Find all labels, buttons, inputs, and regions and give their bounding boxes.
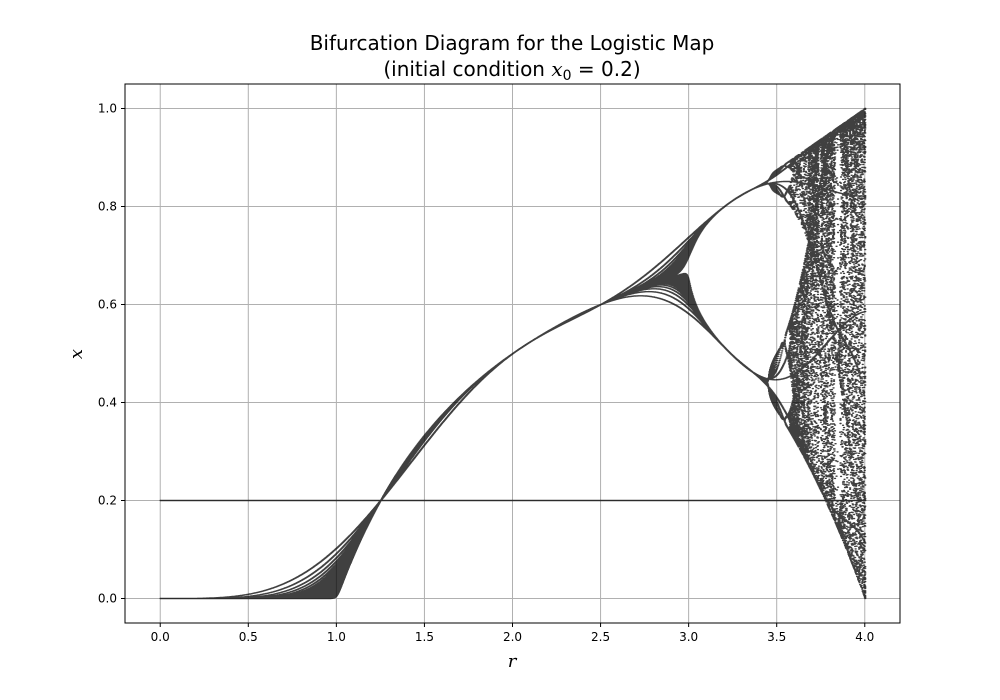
y-tick-label: 0.4 <box>98 396 117 410</box>
bifurcation-points <box>159 107 867 600</box>
chart-title-line1: Bifurcation Diagram for the Logistic Map <box>310 31 715 55</box>
orbit-points <box>159 107 867 600</box>
x-tick-label: 3.0 <box>679 630 698 644</box>
y-tick-label: 0.0 <box>98 592 117 606</box>
title-equals: = 0.2) <box>572 57 641 81</box>
x-tick-label: 0.0 <box>151 630 170 644</box>
x-tick-label: 1.0 <box>327 630 346 644</box>
x-tick-label: 0.5 <box>239 630 258 644</box>
x-tick-label: 2.0 <box>503 630 522 644</box>
y-tick-label: 1.0 <box>98 102 117 116</box>
y-tick-label: 0.8 <box>98 200 117 214</box>
chart-title-line2: (initial condition x0 = 0.2) <box>383 57 640 84</box>
x-tick-label: 4.0 <box>855 630 874 644</box>
y-axis-ticks: 0.0 0.2 0.4 0.6 0.8 1.0 <box>98 102 125 606</box>
x-axis-label: r <box>508 651 518 672</box>
y-axis-label: x <box>66 349 87 359</box>
y-tick-label: 0.6 <box>98 298 117 312</box>
title-subscript: 0 <box>563 68 572 84</box>
x-tick-label: 3.5 <box>767 630 786 644</box>
title-variable: x <box>551 57 562 81</box>
x-axis-ticks: 0.0 0.5 1.0 1.5 2.0 2.5 3.0 3.5 4.0 <box>151 623 874 644</box>
y-tick-label: 0.2 <box>98 494 117 508</box>
x-tick-label: 2.5 <box>591 630 610 644</box>
title-prefix: (initial condition <box>383 57 551 81</box>
x-tick-label: 1.5 <box>415 630 434 644</box>
